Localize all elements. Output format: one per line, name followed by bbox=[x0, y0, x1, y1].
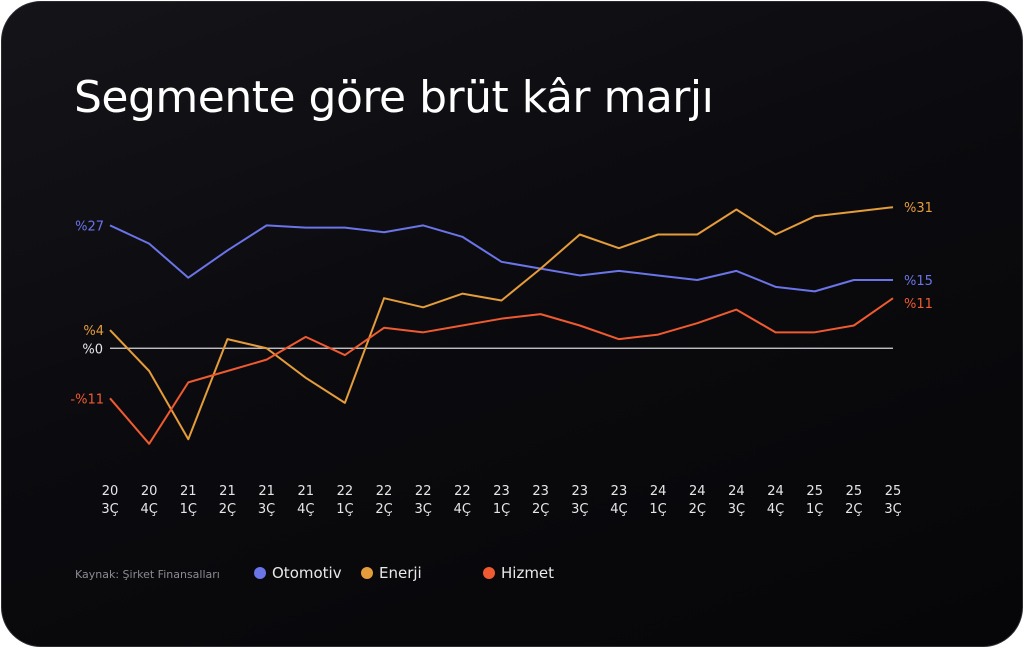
x-tick-label: 21 bbox=[297, 484, 314, 499]
x-tick-label: 23 bbox=[611, 484, 628, 499]
x-tick-label: 25 bbox=[885, 484, 902, 499]
x-tick-label: 4Ç bbox=[767, 502, 784, 517]
series-line-enerji bbox=[109, 206, 894, 441]
series-start-label: -%11 bbox=[70, 392, 104, 407]
x-tick-label: 22 bbox=[454, 484, 471, 499]
x-tick-label: 20 bbox=[141, 484, 158, 499]
x-tick-label: 4Ç bbox=[610, 502, 627, 517]
x-tick-label: 2Ç bbox=[375, 502, 392, 517]
x-tick-label: 25 bbox=[806, 484, 823, 499]
x-tick-label: 1Ç bbox=[493, 502, 510, 517]
zero-label: %0 bbox=[82, 342, 103, 357]
legend-label: Otomotiv bbox=[272, 564, 342, 582]
chart-title: Segmente göre brüt kâr marjı bbox=[74, 72, 714, 123]
x-tick-label: 24 bbox=[689, 484, 706, 499]
x-tick-label: 1Ç bbox=[806, 502, 823, 517]
legend-item-hizmet: Hizmet bbox=[483, 564, 554, 582]
series-end-label: %11 bbox=[904, 297, 933, 312]
legend-item-enerji: Enerji bbox=[361, 564, 422, 582]
x-tick-label: 3Ç bbox=[258, 502, 275, 517]
x-tick-label: 4Ç bbox=[140, 502, 157, 517]
legend-label: Hizmet bbox=[501, 564, 555, 582]
x-tick-label: 2Ç bbox=[532, 502, 549, 517]
x-tick-label: 21 bbox=[180, 484, 197, 499]
series-start-label: %4 bbox=[83, 324, 104, 339]
x-tick-label: 3Ç bbox=[571, 502, 588, 517]
x-tick-label: 1Ç bbox=[336, 502, 353, 517]
x-tick-label: 2Ç bbox=[219, 502, 236, 517]
x-tick-label: 3Ç bbox=[415, 502, 432, 517]
series-start-label: %27 bbox=[75, 219, 104, 234]
legend-dot-icon bbox=[483, 567, 495, 579]
x-tick-label: 3Ç bbox=[101, 502, 118, 517]
source-note: Kaynak: Şirket Finansalları bbox=[75, 568, 220, 581]
x-tick-label: 23 bbox=[532, 484, 549, 499]
x-tick-label: 1Ç bbox=[649, 502, 666, 517]
x-tick-label: 23 bbox=[493, 484, 510, 499]
x-tick-label: 25 bbox=[846, 484, 863, 499]
legend-item-otomotiv: Otomotiv bbox=[254, 564, 342, 582]
x-tick-label: 24 bbox=[728, 484, 745, 499]
x-tick-label: 22 bbox=[415, 484, 432, 499]
series-end-label: %31 bbox=[904, 201, 933, 216]
x-tick-label: 24 bbox=[767, 484, 784, 499]
legend-dot-icon bbox=[254, 567, 266, 579]
x-tick-label: 2Ç bbox=[845, 502, 862, 517]
x-tick-label: 22 bbox=[376, 484, 393, 499]
x-tick-label: 3Ç bbox=[884, 502, 901, 517]
legend-label: Enerji bbox=[379, 564, 422, 582]
x-tick-label: 2Ç bbox=[689, 502, 706, 517]
x-tick-label: 21 bbox=[258, 484, 275, 499]
x-tick-label: 20 bbox=[102, 484, 119, 499]
x-tick-label: 1Ç bbox=[180, 502, 197, 517]
legend-dot-icon bbox=[361, 567, 373, 579]
x-tick-label: 22 bbox=[337, 484, 354, 499]
x-tick-label: 23 bbox=[572, 484, 589, 499]
x-tick-label: 4Ç bbox=[454, 502, 471, 517]
x-tick-label: 3Ç bbox=[728, 502, 745, 517]
series-end-label: %15 bbox=[904, 274, 933, 289]
x-tick-label: 24 bbox=[650, 484, 667, 499]
x-tick-label: 21 bbox=[219, 484, 236, 499]
x-tick-label: 4Ç bbox=[297, 502, 314, 517]
